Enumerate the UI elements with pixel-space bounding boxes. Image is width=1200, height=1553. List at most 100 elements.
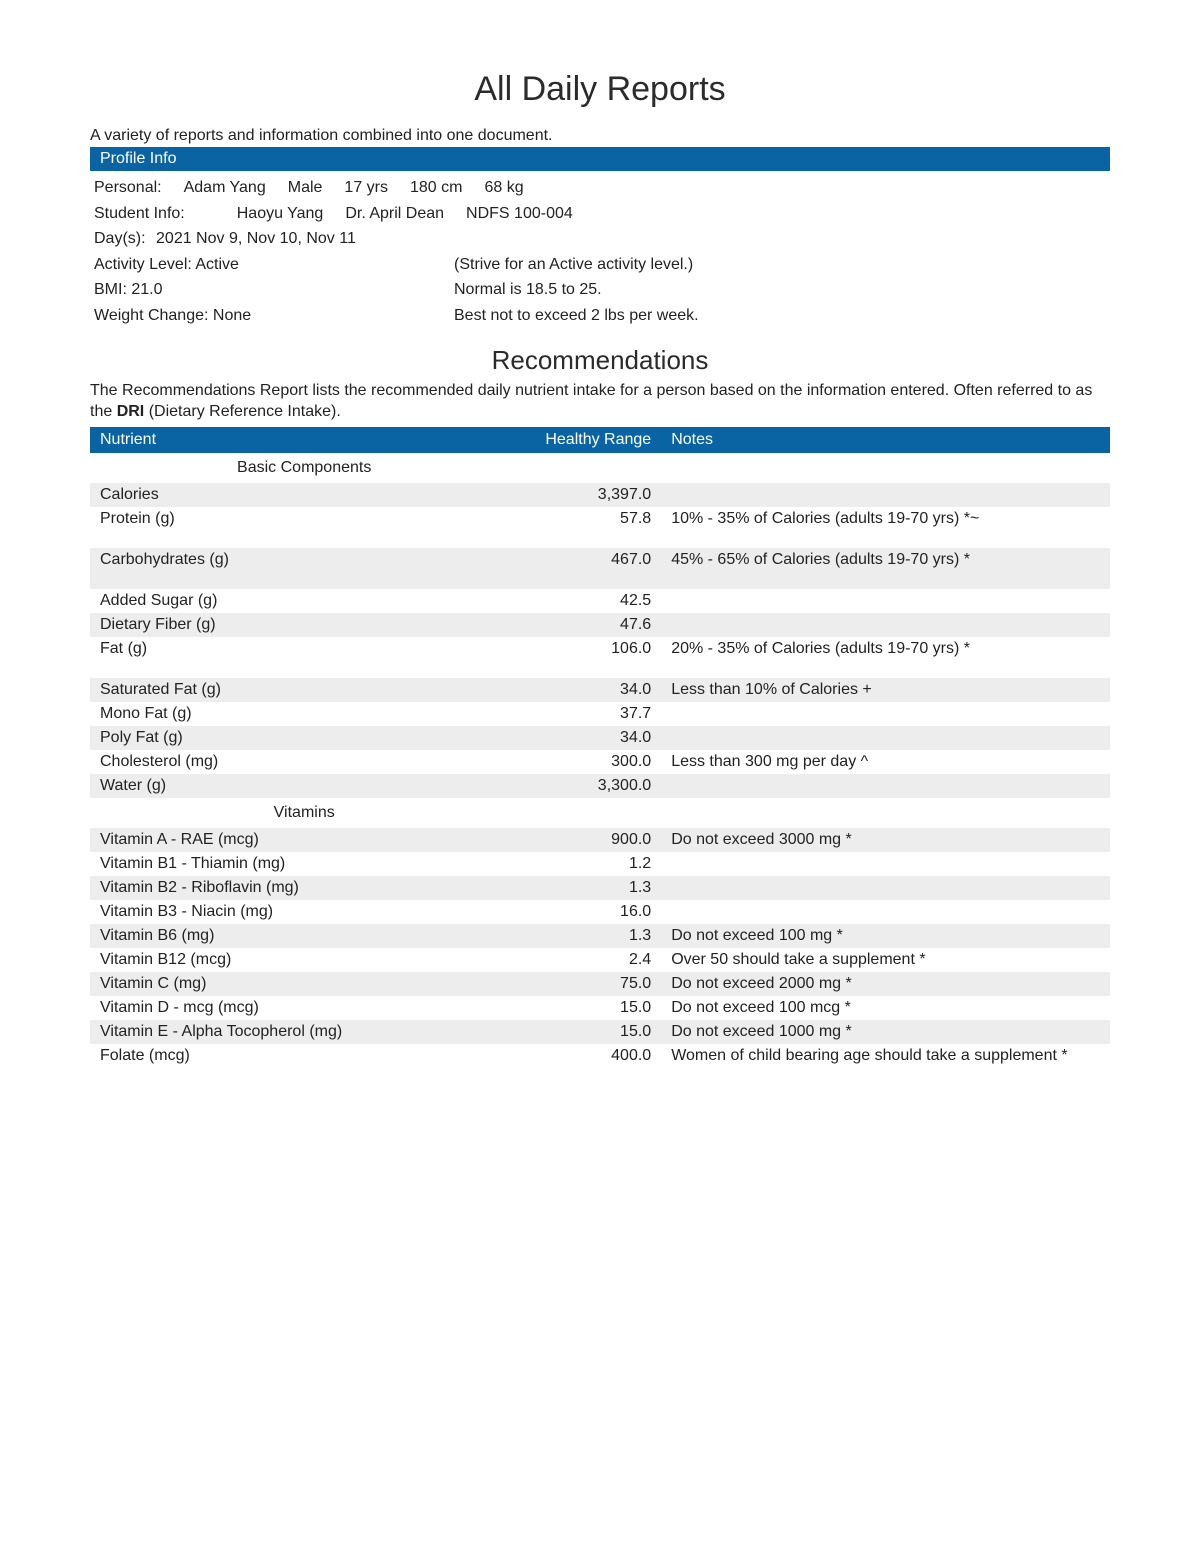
nutrient-notes: [661, 852, 1110, 876]
col-range: Healthy Range: [518, 427, 661, 453]
nutrient-notes: [661, 726, 1110, 750]
weight-change: Weight Change: None: [94, 303, 454, 329]
nutrient-range: 3,397.0: [518, 483, 661, 507]
table-row: Vitamin B12 (mcg)2.4Over 50 should take …: [90, 948, 1110, 972]
table-row: Vitamin A - RAE (mcg)900.0Do not exceed …: [90, 828, 1110, 852]
nutrient-name: Folate (mcg): [90, 1044, 518, 1068]
table-row: Poly Fat (g)34.0: [90, 726, 1110, 750]
profile-block: Personal:Adam YangMale17 yrs180 cm68 kg …: [90, 171, 1110, 339]
nutrient-name: Added Sugar (g): [90, 589, 518, 613]
nutrient-notes: Do not exceed 100 mcg *: [661, 996, 1110, 1020]
personal-weight: 68 kg: [484, 179, 523, 196]
nutrient-name: Calories: [90, 483, 518, 507]
nutrient-notes: [661, 483, 1110, 507]
table-row: Basic Components: [90, 453, 1110, 483]
nutrient-notes: 10% - 35% of Calories (adults 19-70 yrs)…: [661, 507, 1110, 548]
nutrient-range: 2.4: [518, 948, 661, 972]
nutrient-table: Nutrient Healthy Range Notes Basic Compo…: [90, 427, 1110, 1068]
nutrient-name: Vitamin C (mg): [90, 972, 518, 996]
nutrient-range: 57.8: [518, 507, 661, 548]
nutrient-name: Vitamin B3 - Niacin (mg): [90, 900, 518, 924]
personal-label: Personal:: [94, 179, 162, 196]
nutrient-notes: Over 50 should take a supplement *: [661, 948, 1110, 972]
section-label: Basic Components: [90, 453, 518, 483]
recommendations-desc: The Recommendations Report lists the rec…: [90, 380, 1110, 423]
nutrient-notes: [661, 702, 1110, 726]
table-row: Calories3,397.0: [90, 483, 1110, 507]
rec-desc-b: (Dietary Reference Intake).: [144, 403, 341, 420]
table-row: Vitamin B1 - Thiamin (mg)1.2: [90, 852, 1110, 876]
table-row: Vitamin D - mcg (mcg)15.0Do not exceed 1…: [90, 996, 1110, 1020]
nutrient-range: 900.0: [518, 828, 661, 852]
table-row: Vitamin C (mg)75.0Do not exceed 2000 mg …: [90, 972, 1110, 996]
nutrient-notes: Do not exceed 3000 mg *: [661, 828, 1110, 852]
nutrient-name: Poly Fat (g): [90, 726, 518, 750]
nutrient-notes: [661, 900, 1110, 924]
table-row: Dietary Fiber (g)47.6: [90, 613, 1110, 637]
table-row: Saturated Fat (g)34.0Less than 10% of Ca…: [90, 678, 1110, 702]
personal-age: 17 yrs: [344, 179, 388, 196]
nutrient-range: 106.0: [518, 637, 661, 678]
nutrient-notes: [661, 613, 1110, 637]
personal-sex: Male: [288, 179, 323, 196]
course: NDFS 100-004: [466, 205, 573, 222]
rec-desc-bold: DRI: [117, 403, 145, 420]
nutrient-notes: Do not exceed 2000 mg *: [661, 972, 1110, 996]
nutrient-name: Vitamin B12 (mcg): [90, 948, 518, 972]
nutrient-name: Carbohydrates (g): [90, 548, 518, 589]
page-subtitle: A variety of reports and information com…: [90, 127, 1110, 145]
table-row: Vitamin B3 - Niacin (mg)16.0: [90, 900, 1110, 924]
nutrient-range: 34.0: [518, 678, 661, 702]
nutrient-range: 47.6: [518, 613, 661, 637]
nutrient-range: 1.2: [518, 852, 661, 876]
nutrient-range: 34.0: [518, 726, 661, 750]
nutrient-range: 42.5: [518, 589, 661, 613]
nutrient-name: Vitamin B6 (mg): [90, 924, 518, 948]
nutrient-notes: 20% - 35% of Calories (adults 19-70 yrs)…: [661, 637, 1110, 678]
days-value: 2021 Nov 9, Nov 10, Nov 11: [156, 230, 356, 247]
nutrient-range: 37.7: [518, 702, 661, 726]
nutrient-name: Vitamin D - mcg (mcg): [90, 996, 518, 1020]
student-name: Haoyu Yang: [237, 205, 324, 222]
nutrient-range: 16.0: [518, 900, 661, 924]
table-row: Water (g)3,300.0: [90, 774, 1110, 798]
nutrient-notes: Less than 300 mg per day ^: [661, 750, 1110, 774]
nutrient-range: 300.0: [518, 750, 661, 774]
bmi: BMI: 21.0: [94, 277, 454, 303]
nutrient-range: 467.0: [518, 548, 661, 589]
nutrient-notes: Do not exceed 100 mg *: [661, 924, 1110, 948]
nutrient-name: Water (g): [90, 774, 518, 798]
nutrient-name: Saturated Fat (g): [90, 678, 518, 702]
days-label: Day(s):: [94, 230, 146, 247]
table-row: Carbohydrates (g)467.045% - 65% of Calor…: [90, 548, 1110, 589]
activity-level: Activity Level: Active: [94, 252, 454, 278]
table-row: Vitamin E - Alpha Tocopherol (mg)15.0Do …: [90, 1020, 1110, 1044]
nutrient-name: Vitamin B2 - Riboflavin (mg): [90, 876, 518, 900]
nutrient-notes: Women of child bearing age should take a…: [661, 1044, 1110, 1068]
recommendations-heading: Recommendations: [90, 345, 1110, 376]
section-label: Vitamins: [90, 798, 518, 828]
nutrient-name: Vitamin A - RAE (mcg): [90, 828, 518, 852]
weight-change-note: Best not to exceed 2 lbs per week.: [454, 303, 1106, 329]
personal-height: 180 cm: [410, 179, 462, 196]
table-row: Fat (g)106.020% - 35% of Calories (adult…: [90, 637, 1110, 678]
table-row: Folate (mcg)400.0Women of child bearing …: [90, 1044, 1110, 1068]
activity-note: (Strive for an Active activity level.): [454, 252, 1106, 278]
nutrient-name: Vitamin E - Alpha Tocopherol (mg): [90, 1020, 518, 1044]
profile-header-bar: Profile Info: [90, 147, 1110, 171]
nutrient-notes: Less than 10% of Calories +: [661, 678, 1110, 702]
bmi-note: Normal is 18.5 to 25.: [454, 277, 1106, 303]
nutrient-notes: [661, 774, 1110, 798]
table-row: Mono Fat (g)37.7: [90, 702, 1110, 726]
nutrient-range: 15.0: [518, 996, 661, 1020]
table-row: Protein (g)57.810% - 35% of Calories (ad…: [90, 507, 1110, 548]
nutrient-name: Protein (g): [90, 507, 518, 548]
nutrient-notes: [661, 589, 1110, 613]
nutrient-range: 15.0: [518, 1020, 661, 1044]
nutrient-notes: [661, 876, 1110, 900]
nutrient-range: 75.0: [518, 972, 661, 996]
nutrient-notes: 45% - 65% of Calories (adults 19-70 yrs)…: [661, 548, 1110, 589]
nutrient-name: Vitamin B1 - Thiamin (mg): [90, 852, 518, 876]
table-row: Vitamins: [90, 798, 1110, 828]
table-row: Vitamin B6 (mg)1.3Do not exceed 100 mg *: [90, 924, 1110, 948]
